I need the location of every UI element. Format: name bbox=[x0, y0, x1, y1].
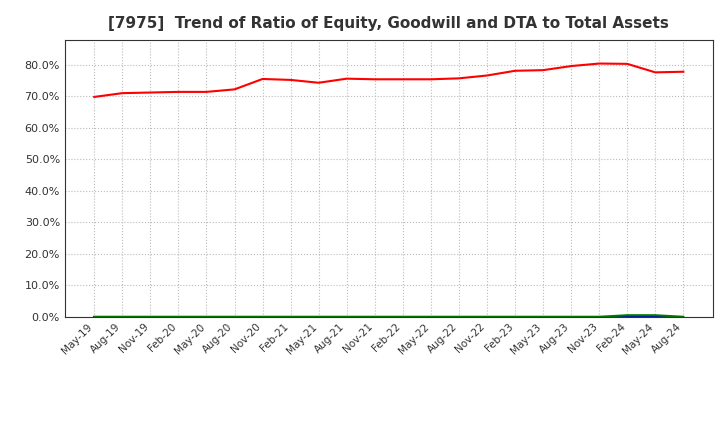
Equity bbox=[539, 67, 547, 73]
Deferred Tax Assets bbox=[90, 314, 99, 319]
Goodwill bbox=[539, 314, 547, 319]
Equity bbox=[371, 77, 379, 82]
Goodwill bbox=[595, 314, 603, 319]
Equity bbox=[426, 77, 435, 82]
Deferred Tax Assets bbox=[287, 314, 295, 319]
Deferred Tax Assets bbox=[118, 314, 127, 319]
Deferred Tax Assets bbox=[174, 314, 183, 319]
Goodwill bbox=[651, 314, 660, 319]
Goodwill bbox=[202, 314, 211, 319]
Equity bbox=[118, 91, 127, 96]
Goodwill bbox=[287, 314, 295, 319]
Equity bbox=[90, 94, 99, 99]
Deferred Tax Assets bbox=[539, 314, 547, 319]
Deferred Tax Assets bbox=[426, 314, 435, 319]
Deferred Tax Assets bbox=[230, 314, 239, 319]
Goodwill bbox=[510, 314, 519, 319]
Goodwill bbox=[371, 314, 379, 319]
Goodwill bbox=[343, 314, 351, 319]
Deferred Tax Assets bbox=[343, 314, 351, 319]
Equity bbox=[343, 76, 351, 81]
Equity bbox=[567, 63, 575, 69]
Equity bbox=[174, 89, 183, 95]
Deferred Tax Assets bbox=[651, 312, 660, 318]
Goodwill bbox=[679, 314, 688, 319]
Goodwill bbox=[230, 314, 239, 319]
Equity bbox=[230, 87, 239, 92]
Deferred Tax Assets bbox=[482, 314, 491, 319]
Deferred Tax Assets bbox=[510, 314, 519, 319]
Deferred Tax Assets bbox=[567, 314, 575, 319]
Goodwill bbox=[623, 314, 631, 319]
Deferred Tax Assets bbox=[623, 312, 631, 318]
Equity bbox=[679, 69, 688, 74]
Deferred Tax Assets bbox=[595, 314, 603, 319]
Equity bbox=[454, 76, 463, 81]
Deferred Tax Assets bbox=[258, 314, 267, 319]
Equity bbox=[595, 61, 603, 66]
Deferred Tax Assets bbox=[398, 314, 407, 319]
Deferred Tax Assets bbox=[679, 314, 688, 319]
Equity bbox=[258, 76, 267, 81]
Goodwill bbox=[90, 314, 99, 319]
Line: Deferred Tax Assets: Deferred Tax Assets bbox=[94, 315, 683, 317]
Goodwill bbox=[174, 314, 183, 319]
Equity bbox=[398, 77, 407, 82]
Equity bbox=[651, 70, 660, 75]
Goodwill bbox=[146, 314, 155, 319]
Deferred Tax Assets bbox=[146, 314, 155, 319]
Goodwill bbox=[454, 314, 463, 319]
Goodwill bbox=[567, 314, 575, 319]
Goodwill bbox=[315, 314, 323, 319]
Equity bbox=[202, 89, 211, 95]
Goodwill bbox=[398, 314, 407, 319]
Title: [7975]  Trend of Ratio of Equity, Goodwill and DTA to Total Assets: [7975] Trend of Ratio of Equity, Goodwil… bbox=[109, 16, 669, 32]
Equity bbox=[510, 68, 519, 73]
Deferred Tax Assets bbox=[202, 314, 211, 319]
Equity bbox=[482, 73, 491, 78]
Equity bbox=[315, 80, 323, 85]
Goodwill bbox=[482, 314, 491, 319]
Goodwill bbox=[258, 314, 267, 319]
Deferred Tax Assets bbox=[371, 314, 379, 319]
Equity bbox=[146, 90, 155, 95]
Line: Equity: Equity bbox=[94, 63, 683, 97]
Goodwill bbox=[426, 314, 435, 319]
Equity bbox=[623, 61, 631, 66]
Goodwill bbox=[118, 314, 127, 319]
Equity bbox=[287, 77, 295, 83]
Deferred Tax Assets bbox=[454, 314, 463, 319]
Deferred Tax Assets bbox=[315, 314, 323, 319]
